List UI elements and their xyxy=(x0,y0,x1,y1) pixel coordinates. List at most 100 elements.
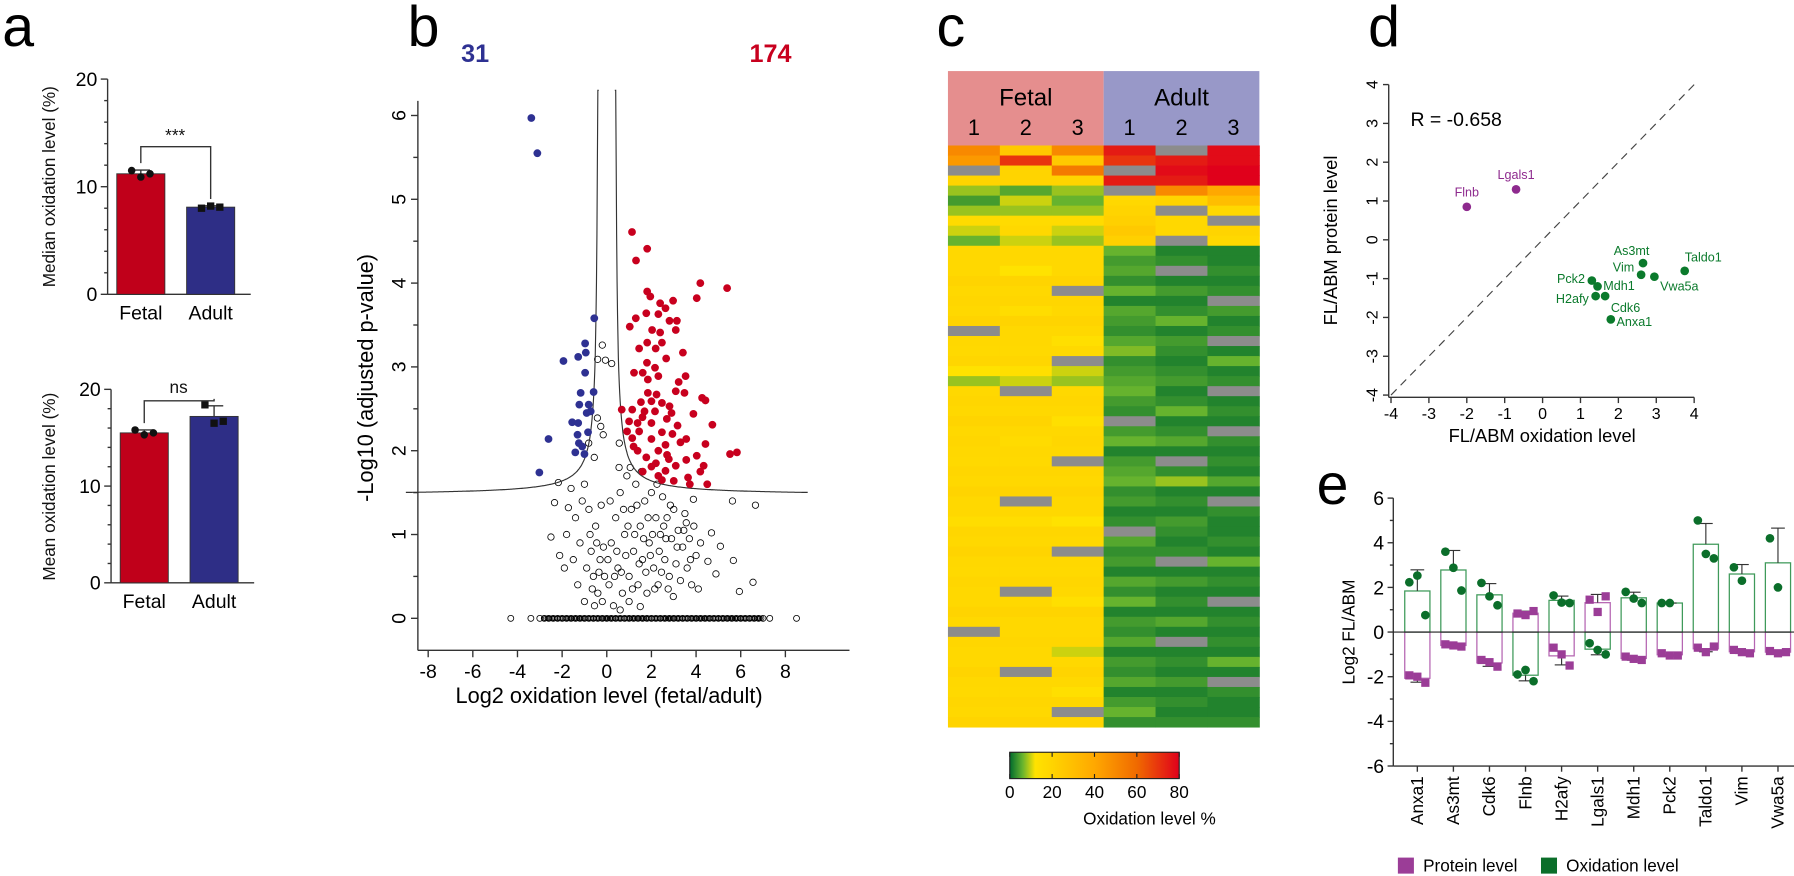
ns-point xyxy=(610,572,619,581)
up-regulated-point xyxy=(671,387,680,396)
heatmap-cell xyxy=(1051,496,1105,507)
up-regulated-point xyxy=(643,338,652,347)
ns-point xyxy=(586,615,593,622)
x-tick-label: 4 xyxy=(691,661,702,683)
heatmap-cell xyxy=(1051,656,1105,668)
identity-reference-line xyxy=(1390,84,1695,396)
ns-point xyxy=(574,615,580,622)
heatmap-cell xyxy=(1103,396,1157,407)
ns-point xyxy=(594,355,602,363)
up-regulated-point xyxy=(676,438,685,447)
ns-point xyxy=(578,497,586,505)
up-regulated-point xyxy=(643,244,652,253)
up-regulated-point xyxy=(638,368,647,377)
heatmap-cell xyxy=(947,566,1001,578)
colorbar-tick-label: 80 xyxy=(1170,782,1189,802)
gene-point-flnb xyxy=(1462,202,1472,212)
heatmap-cell xyxy=(1207,626,1260,638)
heatmap-cell xyxy=(1051,386,1105,397)
gene-point-vwa5a xyxy=(1650,272,1659,282)
oxidation-point xyxy=(1529,676,1538,686)
heatmap-cell xyxy=(1051,516,1105,527)
up-count-label: 174 xyxy=(749,40,791,68)
heatmap-cell xyxy=(1155,265,1208,277)
y-tick-label: -2 xyxy=(1367,667,1384,689)
heatmap-cell xyxy=(1155,456,1208,467)
ns-point xyxy=(710,615,716,622)
heatmap-cell xyxy=(947,265,1001,277)
ns-point xyxy=(669,615,676,622)
heatmap-cell xyxy=(947,536,1001,548)
data-point xyxy=(210,419,218,427)
heatmap-cell xyxy=(1103,456,1157,467)
heatmap-cell xyxy=(999,576,1053,588)
ns-point xyxy=(625,615,632,622)
heatmap-cell xyxy=(1155,325,1208,337)
y-tick-label: 0 xyxy=(1363,235,1381,244)
down-regulated-point xyxy=(544,435,553,443)
ns-point xyxy=(670,505,678,513)
up-regulated-point xyxy=(669,296,677,305)
gene-label: Vwa5a xyxy=(1660,279,1698,293)
gene-point-mdh1 xyxy=(1593,282,1602,291)
heatmap-cell xyxy=(1103,386,1157,397)
heatmap-cell xyxy=(1207,646,1260,658)
up-regulated-point xyxy=(671,461,680,470)
heatmap-cell xyxy=(1207,696,1260,708)
ns-point xyxy=(639,615,646,622)
heatmap-cell xyxy=(947,717,1001,728)
oxidation-point xyxy=(1421,610,1430,620)
heatmap-cell xyxy=(999,476,1053,487)
heatmap-cell xyxy=(947,686,1001,698)
y-tick-label: -4 xyxy=(1363,388,1381,402)
ns-point xyxy=(597,615,604,622)
ns-point xyxy=(571,514,580,522)
heatmap-cell xyxy=(1051,356,1105,367)
heatmap-cell xyxy=(999,225,1053,237)
heatmap-cell xyxy=(1207,526,1260,538)
heatmap-cell xyxy=(1155,366,1208,377)
down-regulated-point xyxy=(581,348,590,357)
y-tick-label: 1 xyxy=(1363,196,1381,205)
heatmap-cell xyxy=(947,556,1001,568)
oxidation-point xyxy=(1477,578,1486,588)
ns-point xyxy=(561,615,568,622)
gene-label: Mdh1 xyxy=(1603,279,1634,293)
up-regulated-point xyxy=(701,396,710,405)
ns-point xyxy=(646,615,652,622)
ns-point xyxy=(602,615,609,622)
ns-point xyxy=(682,615,688,622)
heatmap-cell xyxy=(1051,636,1105,648)
heatmap-cell xyxy=(999,506,1053,517)
oxidation-point xyxy=(1585,638,1594,648)
ns-point xyxy=(550,499,559,507)
down-regulated-point xyxy=(527,114,536,122)
ns-point xyxy=(541,615,548,622)
ns-point xyxy=(589,615,596,622)
heatmap-cell xyxy=(999,466,1053,477)
ns-point xyxy=(691,615,698,622)
heatmap-cell xyxy=(1155,215,1208,227)
up-regulated-point xyxy=(625,417,633,426)
y-tick-label: -1 xyxy=(1363,271,1381,285)
ns-point xyxy=(678,615,685,622)
heatmap-cell xyxy=(1051,666,1105,678)
heatmap-cell xyxy=(1207,305,1260,317)
ns-point xyxy=(707,529,716,537)
data-point xyxy=(137,173,145,181)
heatmap-cell xyxy=(1051,145,1105,156)
heatmap-cell xyxy=(1103,155,1157,167)
ns-point xyxy=(705,615,712,622)
ns-point xyxy=(733,615,740,622)
ns-point xyxy=(690,522,698,530)
heatmap-cell xyxy=(947,476,1001,487)
ns-point xyxy=(730,615,737,622)
heatmap-cell xyxy=(1155,506,1208,517)
ns-point xyxy=(596,556,604,564)
ns-point xyxy=(655,615,662,622)
ns-point xyxy=(707,615,713,622)
ns-point xyxy=(644,514,652,522)
heatmap-cell xyxy=(1155,376,1208,387)
ns-point xyxy=(597,422,605,431)
ns-point xyxy=(676,576,685,585)
